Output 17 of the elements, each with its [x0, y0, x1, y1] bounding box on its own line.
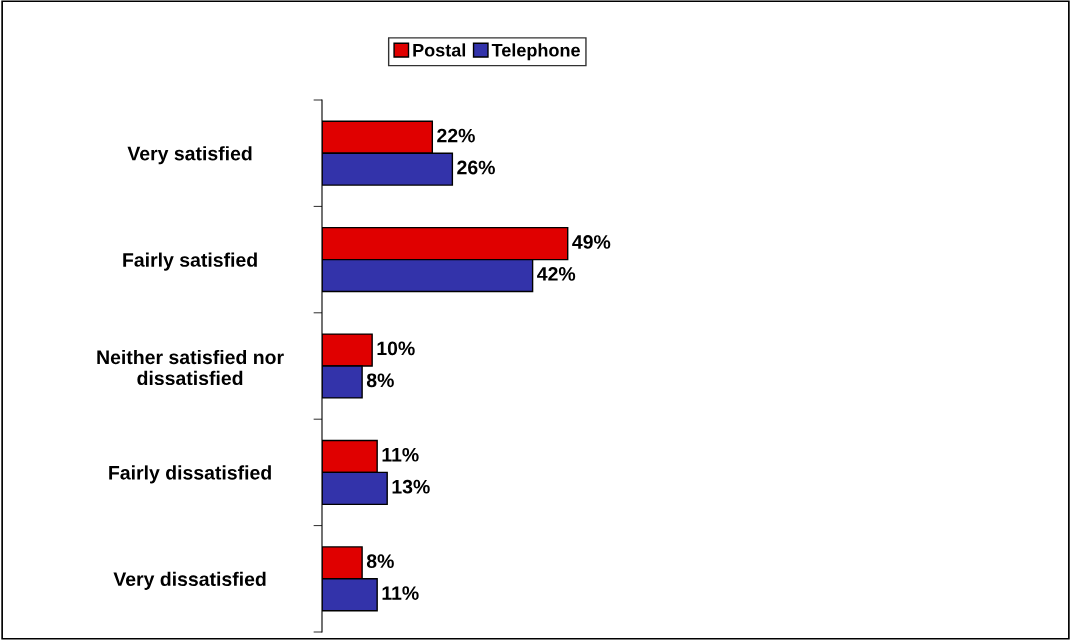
data-label: 42% — [537, 267, 576, 281]
data-label: 8% — [366, 373, 394, 388]
data-label: 49% — [572, 235, 611, 249]
data-label: 8% — [366, 554, 394, 569]
legend-label: Postal — [413, 43, 466, 57]
y-tick-label: Fairly dissatisfied — [109, 465, 271, 484]
legend-label: Telephone — [491, 43, 580, 61]
y-tick-label: Fairly satisfied — [123, 252, 257, 271]
data-label: 10% — [377, 341, 415, 356]
y-tick-label: Very satisfied — [127, 146, 252, 165]
y-tick-label: Neither satisfied nor dissatisfied — [97, 349, 284, 386]
data-label: 11% — [382, 447, 419, 462]
data-label: 13% — [392, 479, 430, 494]
y-tick-label: Very dissatisfied — [113, 571, 266, 590]
data-label: 26% — [457, 160, 495, 175]
data-label: 22% — [437, 128, 475, 143]
data-label: 11% — [382, 586, 419, 600]
